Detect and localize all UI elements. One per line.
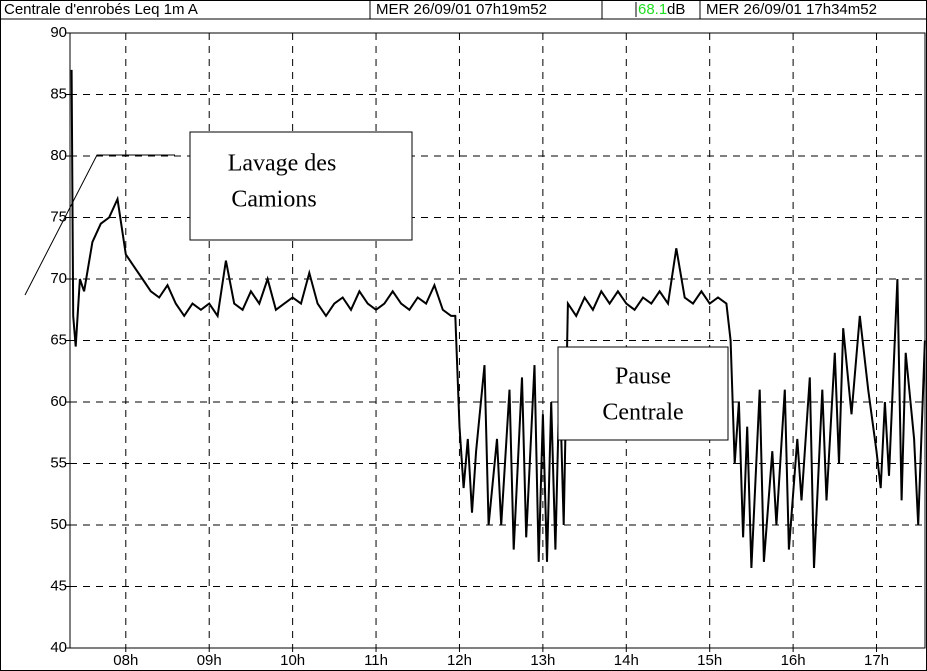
annotation-box (557, 346, 729, 441)
y-tick-label: 50 (50, 516, 67, 533)
y-tick-label: 60 (50, 393, 67, 410)
y-tick-label: 45 (50, 577, 67, 594)
header-unit: dB (667, 1, 685, 18)
annotation-pointer (24, 154, 175, 296)
x-tick-label: 08h (113, 652, 138, 669)
data-line (70, 69, 926, 569)
y-tick-label: 85 (50, 85, 67, 102)
annotation-text: Pause (615, 364, 671, 390)
annotation-text: Camions (231, 187, 316, 213)
plot-border (69, 32, 926, 649)
plot-area: 40 45 50 55 60 65 70 75 80 85 90 08h 09h 10h 11h 12h 13h… (50, 24, 926, 669)
y-tick-label: 70 (50, 270, 67, 287)
x-tick-label: 10h (280, 652, 305, 669)
annotation-text: Centrale (602, 400, 683, 426)
y-tick-label: 80 (50, 147, 67, 164)
annotation-box (189, 131, 413, 241)
x-tick-label: 09h (197, 652, 222, 669)
x-tick-label: 16h (781, 652, 806, 669)
header-start: MER 26/09/01 07h19m52 (376, 1, 547, 18)
x-tick-label: 13h (530, 652, 555, 669)
x-tick-label: 17h (864, 652, 889, 669)
x-tick-label: 14h (614, 652, 639, 669)
y-tick-label: 65 (50, 331, 67, 348)
y-tick-label: 40 (50, 639, 67, 656)
x-tick-label: 12h (447, 652, 472, 669)
x-tick-label: 11h (364, 652, 388, 669)
y-tick-label: 90 (50, 24, 67, 41)
header-value: 68.1 (638, 1, 667, 18)
x-tick-label: 15h (697, 652, 722, 669)
header-end: MER 26/09/01 17h34m52 (706, 1, 877, 18)
y-tick-label: 75 (50, 208, 67, 225)
annotation-text: Lavage des (228, 151, 337, 177)
y-tick-label: 55 (50, 454, 67, 471)
header-title: Centrale d'enrobés Leq 1m A (4, 1, 198, 18)
